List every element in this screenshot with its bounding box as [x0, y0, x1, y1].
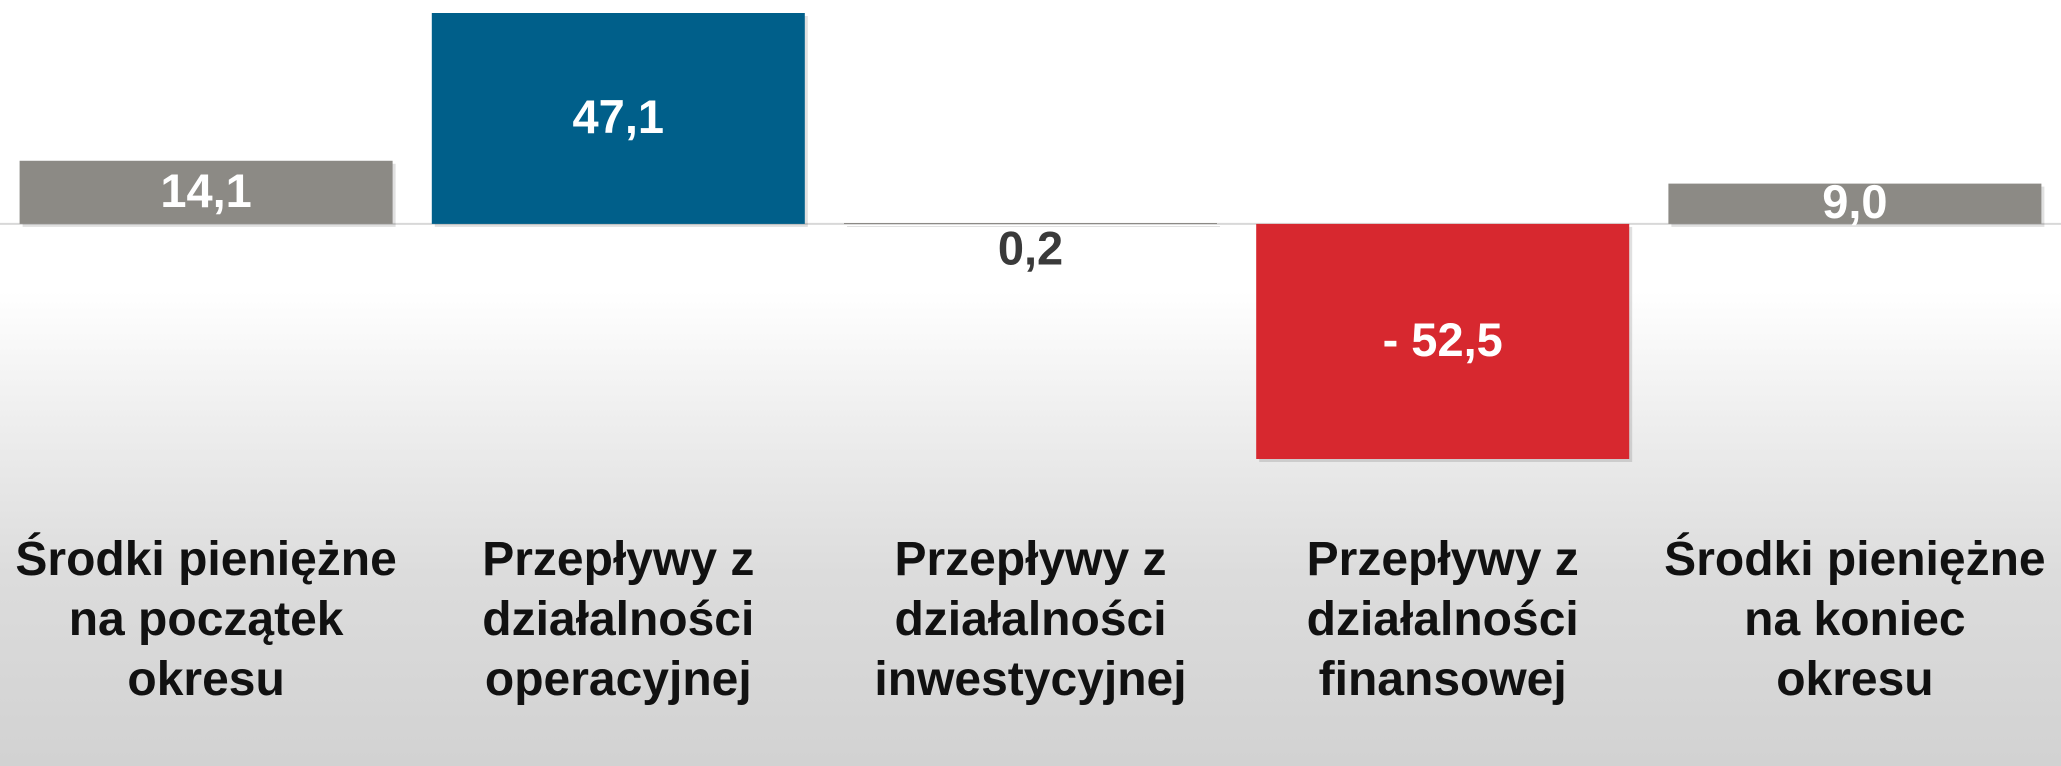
bar — [844, 223, 1217, 225]
bar — [19, 160, 393, 224]
value-label: 14,1 — [160, 164, 251, 217]
bar — [431, 13, 805, 224]
value-label: 47,1 — [573, 90, 664, 143]
category-label: Przepływy z działalności operacyjnej — [482, 533, 755, 706]
category-label: Przepływy z działalności finansowej — [1306, 533, 1579, 706]
value-label: - 52,5 — [1383, 313, 1503, 366]
bar — [1668, 183, 2042, 224]
category-label: Przepływy z działalności inwestycyjnej — [874, 533, 1187, 706]
bar-shadow — [847, 226, 1220, 228]
value-label: 0,2 — [998, 221, 1063, 274]
category-label: Środki pieniężne na początek okresu — [15, 533, 397, 706]
category-label: Środki pieniężne na koniec okresu — [1664, 533, 2046, 706]
value-label: 9,0 — [1822, 175, 1887, 228]
bar — [1256, 223, 1630, 459]
